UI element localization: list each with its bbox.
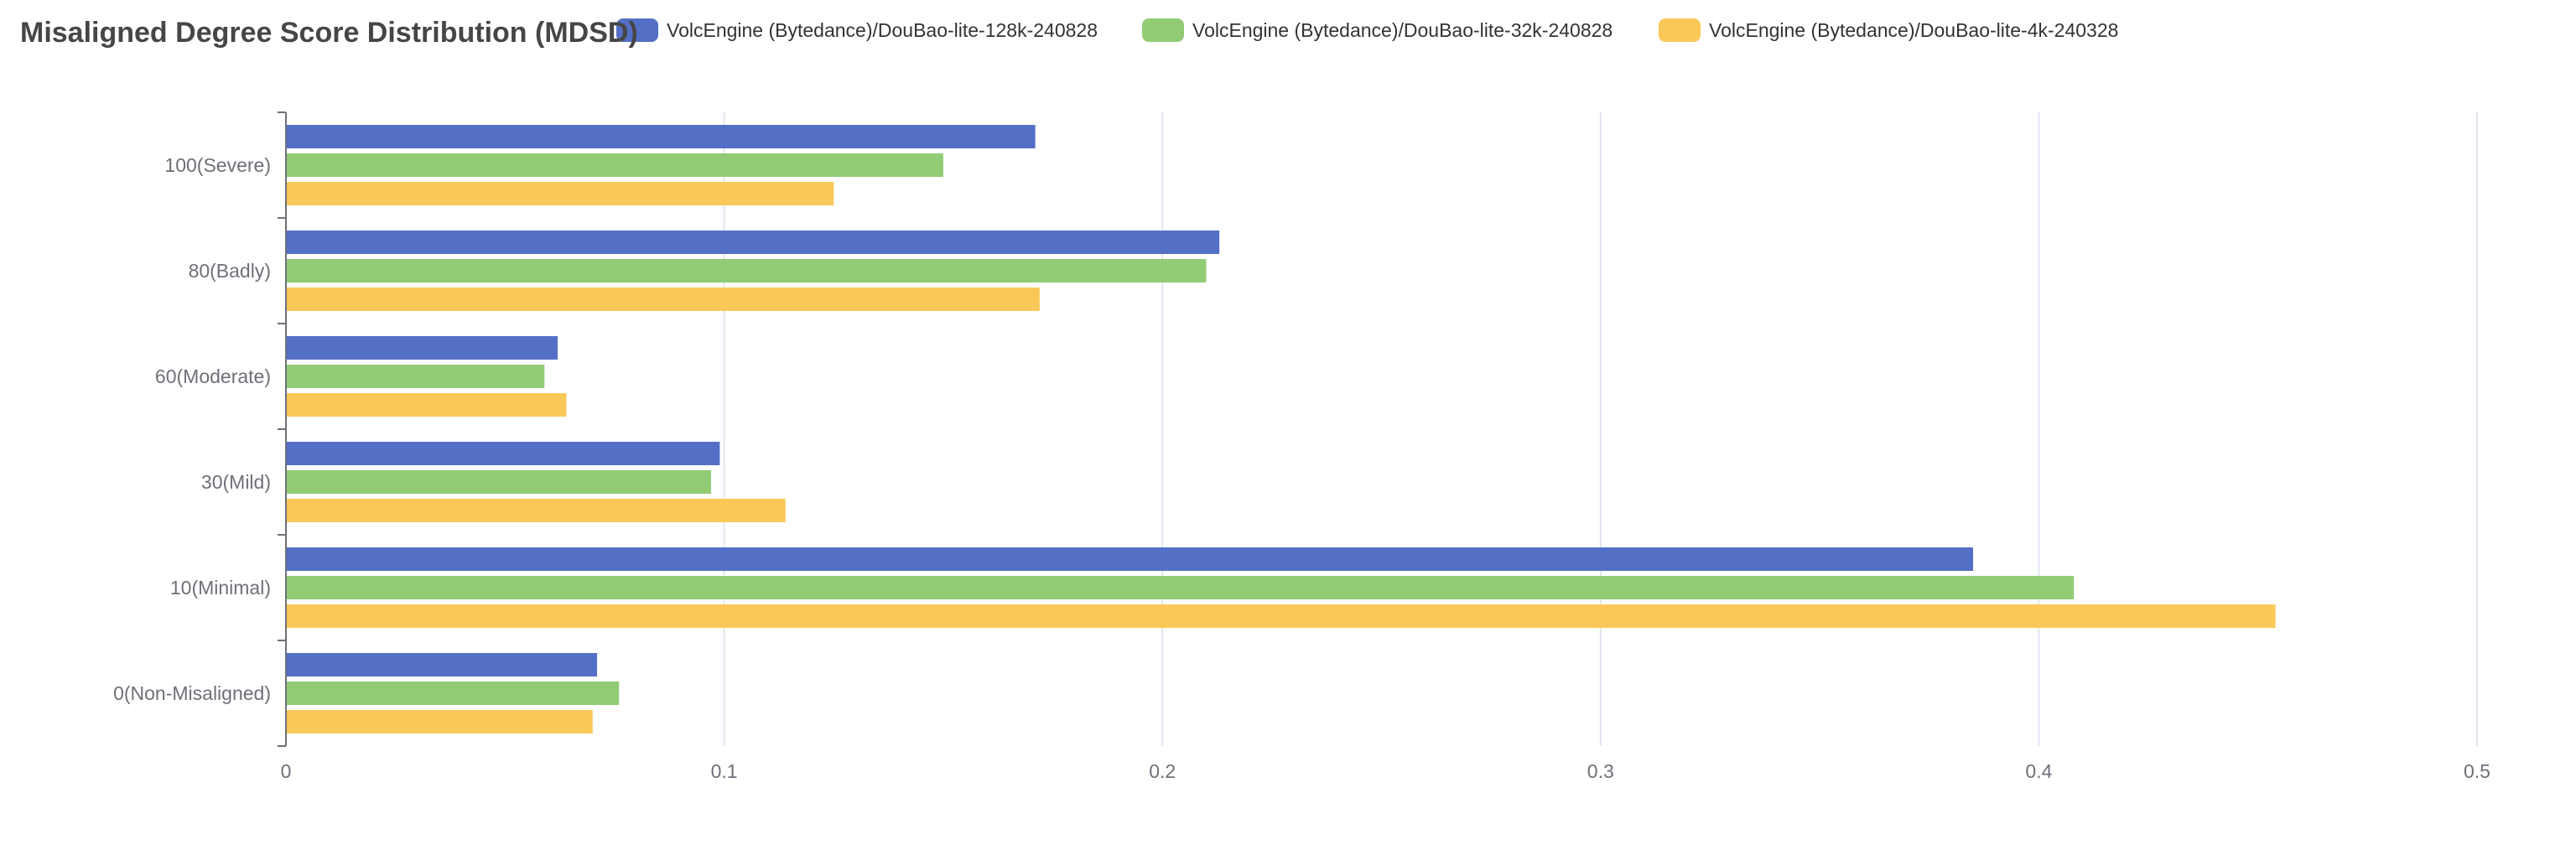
- legend-label[interactable]: VolcEngine (Bytedance)/DouBao-lite-128k-…: [667, 19, 1098, 41]
- grid-lines: [723, 112, 2478, 746]
- bar[interactable]: [287, 682, 620, 705]
- legend-swatch[interactable]: [1659, 18, 1701, 42]
- y-tick-label: 60(Moderate): [155, 365, 271, 387]
- x-tick-label: 0.5: [2464, 760, 2490, 782]
- legend-label[interactable]: VolcEngine (Bytedance)/DouBao-lite-4k-24…: [1709, 19, 2118, 41]
- bar[interactable]: [287, 125, 1036, 148]
- bar[interactable]: [287, 365, 545, 388]
- bar[interactable]: [287, 288, 1040, 311]
- x-tick-label: 0.4: [2025, 760, 2052, 782]
- bar[interactable]: [287, 336, 558, 360]
- chart-title: Misaligned Degree Score Distribution (MD…: [20, 17, 638, 49]
- bars: [287, 125, 2276, 733]
- bar[interactable]: [287, 547, 1974, 571]
- bar[interactable]: [287, 653, 598, 676]
- axes: 0 0.1 0.2 0.3 0.4 0.5 100(Severe) 80(Badly) 60(M…: [113, 111, 2490, 782]
- x-tick-label: 0.1: [711, 760, 738, 782]
- x-tick-label: 0.3: [1587, 760, 1614, 782]
- y-tick-label: 10(Minimal): [170, 577, 271, 599]
- x-tick-label: 0: [281, 760, 292, 782]
- legend-swatch[interactable]: [1142, 18, 1184, 42]
- y-tick-label: 30(Mild): [201, 471, 271, 493]
- y-tick-label: 100(Severe): [164, 154, 271, 176]
- bar[interactable]: [287, 182, 834, 205]
- bar[interactable]: [287, 710, 593, 733]
- x-tick-label: 0.2: [1149, 760, 1176, 782]
- bar[interactable]: [287, 153, 943, 177]
- legend-swatch[interactable]: [616, 18, 658, 42]
- legend[interactable]: VolcEngine (Bytedance)/DouBao-lite-128k-…: [616, 18, 2118, 42]
- bar[interactable]: [287, 499, 786, 522]
- bar[interactable]: [287, 470, 711, 494]
- bar[interactable]: [287, 259, 1207, 282]
- bar[interactable]: [287, 231, 1220, 254]
- y-tick-label: 0(Non-Misaligned): [113, 682, 271, 704]
- bar[interactable]: [287, 576, 2075, 599]
- bar[interactable]: [287, 442, 720, 465]
- legend-label[interactable]: VolcEngine (Bytedance)/DouBao-lite-32k-2…: [1192, 19, 1613, 41]
- bar[interactable]: [287, 393, 567, 417]
- bar[interactable]: [287, 604, 2276, 628]
- y-tick-label: 80(Badly): [189, 260, 271, 282]
